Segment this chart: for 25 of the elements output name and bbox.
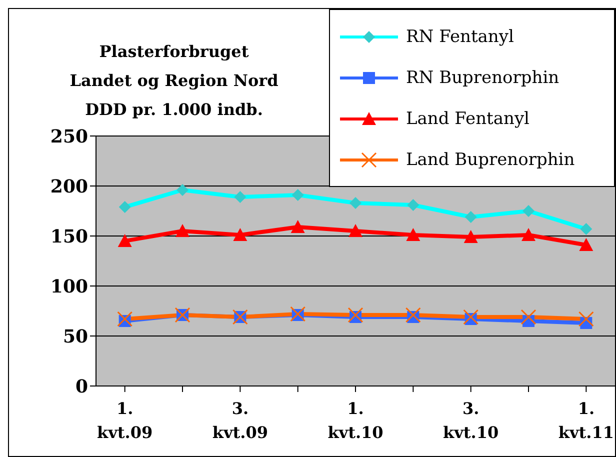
y-tick-label: 200 xyxy=(50,176,88,198)
point xyxy=(579,238,594,251)
legend-label: Land Buprenorphin xyxy=(406,150,575,170)
x-tick-label: 1. kvt.09 xyxy=(97,399,153,442)
point xyxy=(348,224,362,237)
point xyxy=(176,224,190,237)
y-tick-label: 0 xyxy=(75,376,88,398)
x-tick-label: 3. kvt.09 xyxy=(212,399,268,442)
point xyxy=(522,228,536,241)
x-tick-label: 1. kvt.10 xyxy=(328,399,384,442)
chart-title: Plasterforbruget Landet og Region Nord DDD pr. 1.000 indb. xyxy=(68,41,280,121)
point xyxy=(290,220,305,233)
y-tick-label: 150 xyxy=(50,226,88,248)
x-tick-label: 1. kvt.11 xyxy=(558,399,614,442)
y-tick-label: 50 xyxy=(62,326,88,348)
legend-label: RN Fentanyl xyxy=(406,26,514,46)
legend-label: RN Buprenorphin xyxy=(406,68,560,88)
y-tick-label: 100 xyxy=(50,276,88,298)
point xyxy=(233,228,248,241)
point xyxy=(406,228,420,241)
point xyxy=(464,230,478,243)
legend-label: Land Fentanyl xyxy=(406,108,530,128)
x-tick-label: 3. kvt.10 xyxy=(443,399,499,442)
y-tick-label: 250 xyxy=(50,126,88,148)
point xyxy=(118,234,132,247)
